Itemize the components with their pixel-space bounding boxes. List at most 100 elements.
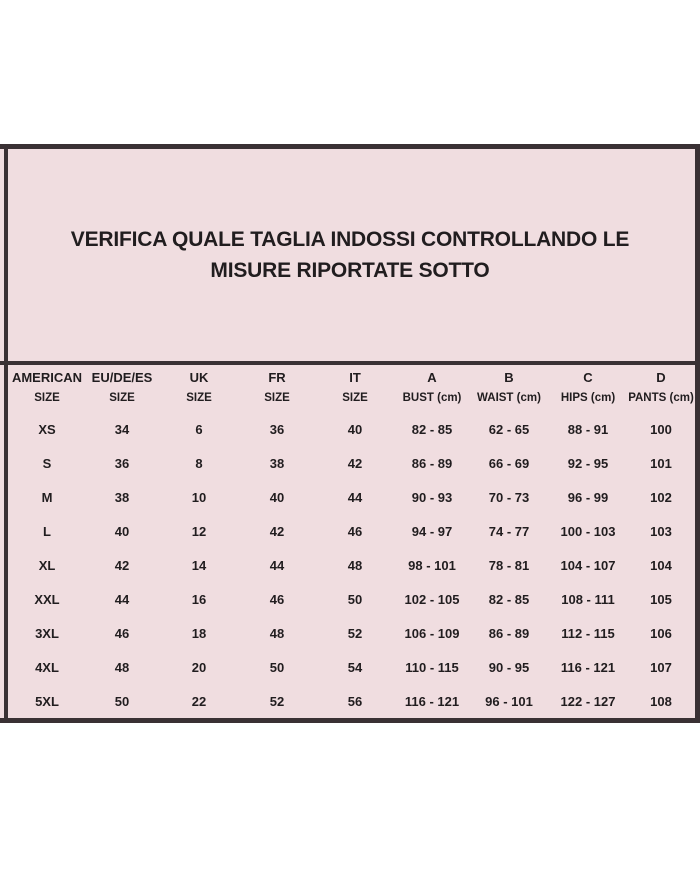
table-cell: 86 - 89 <box>488 625 530 641</box>
table-cell: 104 - 107 <box>560 557 616 573</box>
table-cell: 42 <box>347 455 363 471</box>
column-header-uk: UK SIZE <box>158 370 240 412</box>
table-row: XXL 44 16 46 50 102 - 105 82 - 85 108 - 111 105 <box>8 582 696 616</box>
column-header-fr: FR SIZE <box>240 370 314 412</box>
table-cell: 10 <box>191 489 207 505</box>
table-cell: 40 <box>347 421 363 437</box>
table-cell: 6 <box>195 421 203 437</box>
column-header-sublabel: SIZE <box>264 392 290 404</box>
table-cell: 100 <box>650 421 672 437</box>
table-cell: M <box>41 489 53 505</box>
table-cell: 116 - 121 <box>560 659 616 675</box>
table-cell: 36 <box>114 455 130 471</box>
table-cell: 82 - 85 <box>488 591 530 607</box>
table-row: XL 42 14 44 48 98 - 101 78 - 81 104 - 107 104 <box>8 548 696 582</box>
table-cell: 3XL <box>35 625 59 641</box>
table-cell: 78 - 81 <box>488 557 530 573</box>
column-header-sublabel: SIZE <box>34 392 60 404</box>
table-cell: 46 <box>114 625 130 641</box>
table-cell: 50 <box>114 693 130 709</box>
table-cell: 14 <box>191 557 207 573</box>
table-cell: 122 - 127 <box>560 693 616 709</box>
column-header-sublabel: SIZE <box>342 392 368 404</box>
column-header-sublabel: WAIST (cm) <box>477 392 541 404</box>
table-cell: 74 - 77 <box>488 523 530 539</box>
table-row: 5XL 50 22 52 56 116 - 121 96 - 101 122 - 127 108 <box>8 684 696 718</box>
column-header-label: EU/DE/ES <box>91 370 153 385</box>
table-cell: 107 <box>650 659 672 675</box>
table-header-row: AMERICAN SIZE EU/DE/ES SIZE UK SIZE FR S… <box>8 365 696 412</box>
table-cell: 18 <box>191 625 207 641</box>
table-row: M 38 10 40 44 90 - 93 70 - 73 96 - 99 102 <box>8 480 696 514</box>
table-cell: 40 <box>114 523 130 539</box>
table-cell: 34 <box>114 421 130 437</box>
table-cell: 88 - 91 <box>567 421 609 437</box>
table-cell: 56 <box>347 693 363 709</box>
table-cell: 8 <box>195 455 203 471</box>
table-cell: XL <box>38 557 56 573</box>
table-cell: 44 <box>269 557 285 573</box>
table-row: 3XL 46 18 48 52 106 - 109 86 - 89 112 - 115 106 <box>8 616 696 650</box>
table-cell: 96 - 99 <box>567 489 609 505</box>
table-cell: 82 - 85 <box>411 421 453 437</box>
table-cell: 94 - 97 <box>411 523 453 539</box>
frame-border-top <box>0 144 700 149</box>
column-header-hips: C HIPS (cm) <box>550 370 626 412</box>
table-cell: 54 <box>347 659 363 675</box>
table-cell: 101 <box>650 455 672 471</box>
table-cell: 4XL <box>35 659 59 675</box>
frame-border-right <box>695 149 700 718</box>
table-cell: 48 <box>269 625 285 641</box>
size-chart-panel <box>0 149 700 718</box>
frame-divider-line <box>0 361 700 365</box>
table-cell: 104 <box>650 557 672 573</box>
column-header-bust: A BUST (cm) <box>396 370 468 412</box>
column-header-waist: B WAIST (cm) <box>468 370 550 412</box>
column-header-pants: D PANTS (cm) <box>626 370 696 412</box>
column-header-sublabel: SIZE <box>186 392 212 404</box>
table-cell: 48 <box>347 557 363 573</box>
table-cell: 22 <box>191 693 207 709</box>
column-header-sublabel: BUST (cm) <box>402 392 462 404</box>
table-cell: 20 <box>191 659 207 675</box>
table-cell: 100 - 103 <box>560 523 616 539</box>
table-cell: 96 - 101 <box>485 693 533 709</box>
frame-border-left <box>4 149 8 718</box>
table-cell: 110 - 115 <box>405 659 459 675</box>
table-cell: 90 - 93 <box>411 489 453 505</box>
table-cell: 52 <box>269 693 285 709</box>
table-cell: 103 <box>650 523 672 539</box>
table-cell: 116 - 121 <box>404 693 460 709</box>
table-cell: 108 <box>650 693 672 709</box>
size-table: AMERICAN SIZE EU/DE/ES SIZE UK SIZE FR S… <box>8 365 696 718</box>
chart-title: VERIFICA QUALE TAGLIA INDOSSI CONTROLLAN… <box>71 224 630 286</box>
table-cell: 112 - 115 <box>561 625 615 641</box>
table-cell: 42 <box>114 557 130 573</box>
table-cell: S <box>42 455 52 471</box>
column-header-label: D <box>656 370 666 385</box>
table-cell: 12 <box>191 523 207 539</box>
column-header-label: IT <box>349 370 361 385</box>
table-cell: XXL <box>34 591 60 607</box>
table-cell: 86 - 89 <box>411 455 453 471</box>
column-header-it: IT SIZE <box>314 370 396 412</box>
table-cell: 42 <box>269 523 285 539</box>
column-header-sublabel: PANTS (cm) <box>628 392 694 404</box>
table-cell: 98 - 101 <box>408 557 456 573</box>
column-header-label: A <box>427 370 437 385</box>
table-cell: 48 <box>114 659 130 675</box>
table-row: L 40 12 42 46 94 - 97 74 - 77 100 - 103 103 <box>8 514 696 548</box>
table-cell: 44 <box>347 489 363 505</box>
table-row: XS 34 6 36 40 82 - 85 62 - 65 88 - 91 100 <box>8 412 696 446</box>
table-cell: 16 <box>191 591 207 607</box>
table-cell: 106 - 109 <box>404 625 460 641</box>
table-cell: 5XL <box>35 693 59 709</box>
table-cell: 38 <box>114 489 130 505</box>
column-header-label: B <box>504 370 514 385</box>
table-cell: 66 - 69 <box>488 455 530 471</box>
chart-title-line2: MISURE RIPORTATE SOTTO <box>210 259 490 282</box>
table-cell: 70 - 73 <box>488 489 530 505</box>
table-cell: 46 <box>269 591 285 607</box>
table-cell: 46 <box>347 523 363 539</box>
